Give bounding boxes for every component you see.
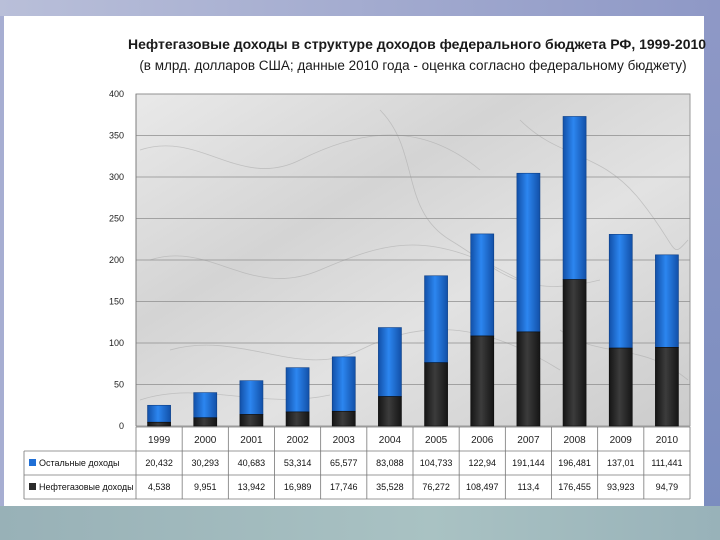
table-cell: 17,746 bbox=[330, 482, 358, 492]
gridlines bbox=[136, 93, 690, 385]
category-label: 2004 bbox=[379, 435, 402, 446]
bar-other-2009 bbox=[608, 234, 633, 349]
table-cell: 104,733 bbox=[420, 458, 453, 468]
category-label: 2008 bbox=[563, 435, 586, 446]
bar-other-2004 bbox=[378, 327, 402, 397]
category-label: 2006 bbox=[471, 435, 494, 446]
y-tick-label: 400 bbox=[109, 89, 124, 99]
table-cell: 94,79 bbox=[656, 482, 679, 492]
bar-oilgas-2001 bbox=[239, 414, 264, 427]
table-cell: 76,272 bbox=[422, 482, 450, 492]
bar-other-2007 bbox=[516, 172, 541, 333]
category-label: 2001 bbox=[240, 435, 263, 446]
bar-other-2005 bbox=[424, 275, 448, 363]
top-decor-bar bbox=[0, 0, 720, 16]
table-cell: 111,441 bbox=[651, 458, 682, 468]
table-cell: 176,455 bbox=[558, 482, 591, 492]
bar-oilgas-2004 bbox=[378, 396, 402, 427]
category-label: 2009 bbox=[610, 435, 633, 446]
bar-other-2000 bbox=[193, 392, 218, 419]
legend-swatch bbox=[29, 483, 36, 490]
category-label: 2005 bbox=[425, 435, 448, 446]
y-tick-label: 50 bbox=[114, 380, 124, 390]
legend-swatch bbox=[29, 459, 36, 466]
table-cell: 20,432 bbox=[145, 458, 173, 468]
chart-title: Нефтегазовые доходы в структуре доходов … bbox=[128, 36, 707, 52]
bar-oilgas-2006 bbox=[470, 335, 495, 427]
y-axis: 0 50 100 150 200 250 300 350 400 bbox=[109, 89, 137, 431]
category-label: 2003 bbox=[333, 435, 356, 446]
table-cell: 65,577 bbox=[330, 458, 358, 468]
y-tick-label: 200 bbox=[109, 255, 124, 265]
bar-oilgas-2002 bbox=[285, 411, 310, 427]
table-cell: 35,528 bbox=[376, 482, 404, 492]
bottom-decor-bar bbox=[0, 506, 720, 540]
category-label: 2007 bbox=[517, 435, 540, 446]
marble-vein bbox=[149, 244, 521, 281]
category-label: 2000 bbox=[194, 435, 217, 446]
bar-oilgas-1999 bbox=[147, 421, 171, 427]
y-tick-label: 250 bbox=[109, 214, 124, 224]
bar-other-2006 bbox=[470, 233, 495, 337]
table-cell: 53,314 bbox=[284, 458, 312, 468]
category-label: 2010 bbox=[656, 435, 679, 446]
table-cell: 122,94 bbox=[468, 458, 496, 468]
bar-other-2010 bbox=[655, 254, 679, 348]
bar-other-1999 bbox=[147, 404, 171, 423]
bar-other-2002 bbox=[285, 367, 310, 413]
table-cell: 16,989 bbox=[284, 482, 312, 492]
table-cell: 93,923 bbox=[607, 482, 635, 492]
table-cell: 113,4 bbox=[517, 482, 539, 492]
table-cell: 9,951 bbox=[194, 482, 217, 492]
right-decor-bar bbox=[704, 16, 720, 506]
bar-other-2003 bbox=[331, 356, 356, 412]
table-cell: 137,01 bbox=[607, 458, 635, 468]
bar-oilgas-2009 bbox=[608, 347, 633, 427]
bar-oilgas-2010 bbox=[655, 347, 679, 427]
y-tick-label: 350 bbox=[109, 131, 124, 141]
bar-oilgas-2003 bbox=[331, 410, 356, 427]
table-cell: 108,497 bbox=[466, 482, 499, 492]
bars bbox=[147, 116, 679, 427]
table-cell: 13,942 bbox=[238, 482, 266, 492]
bar-oilgas-2000 bbox=[193, 417, 218, 427]
marble-vein bbox=[519, 119, 689, 250]
table-cell: 83,088 bbox=[376, 458, 404, 468]
legend-label: Остальные доходы bbox=[39, 458, 120, 468]
table-cell: 196,481 bbox=[558, 458, 591, 468]
bar-oilgas-2007 bbox=[516, 331, 541, 427]
marble-vein bbox=[379, 109, 601, 287]
chart-subtitle: (в млрд. долларов США; данные 2010 года … bbox=[139, 58, 687, 73]
category-label: 2002 bbox=[286, 435, 309, 446]
y-tick-label: 150 bbox=[109, 297, 124, 307]
bar-oilgas-2005 bbox=[424, 362, 448, 427]
legend-label: Нефтегазовые доходы bbox=[39, 482, 134, 492]
data-table: 1999 2000 2001 2002 2003 2004 2005 2006 2007 2008… bbox=[23, 426, 691, 500]
y-tick-label: 100 bbox=[109, 338, 124, 348]
bar-oilgas-2008 bbox=[562, 279, 587, 427]
table-cell: 30,293 bbox=[191, 458, 219, 468]
table-cell: 40,683 bbox=[238, 458, 266, 468]
category-label: 1999 bbox=[148, 435, 171, 446]
table-cell: 191,144 bbox=[512, 458, 545, 468]
table-cell: 4,538 bbox=[148, 482, 171, 492]
y-tick-label: 300 bbox=[109, 172, 124, 182]
bar-other-2008 bbox=[562, 116, 587, 280]
bar-other-2001 bbox=[239, 380, 264, 415]
y-tick-label: 0 bbox=[119, 421, 124, 431]
left-decor-bar bbox=[0, 16, 4, 506]
marble-vein bbox=[139, 134, 481, 171]
